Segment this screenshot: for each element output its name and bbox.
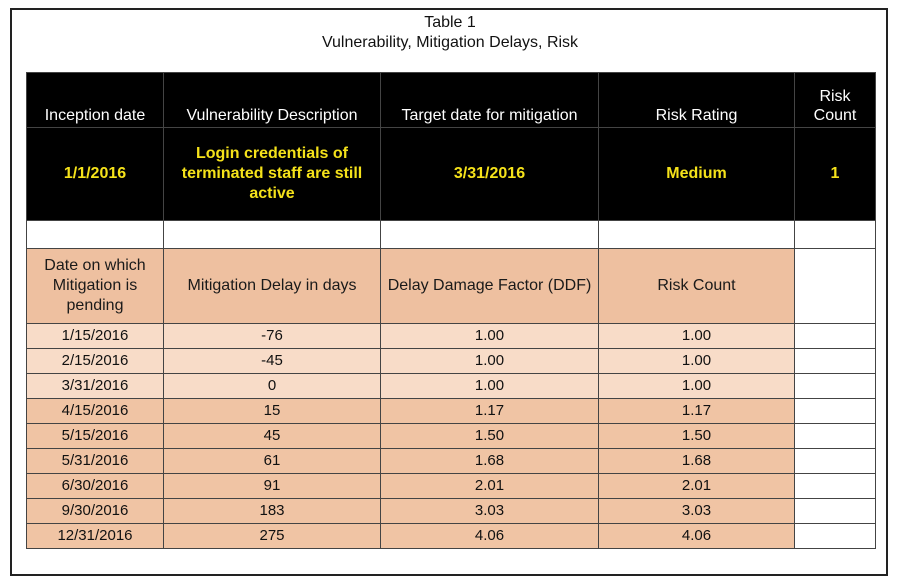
risk-count-cell: 1.68	[598, 448, 795, 474]
table-row: 5/31/2016 61 1.68 1.68	[26, 448, 876, 474]
table-row: 2/15/2016 -45 1.00 1.00	[26, 348, 876, 374]
table-row: 5/15/2016 45 1.50 1.50	[26, 423, 876, 449]
empty-cell	[794, 248, 876, 324]
risk-table: Inception date Vulnerability Description…	[26, 72, 876, 549]
ddf-cell: 1.00	[380, 323, 599, 349]
pending-date-cell: 5/15/2016	[26, 423, 164, 449]
table-row: 6/30/2016 91 2.01 2.01	[26, 473, 876, 499]
vulnerability-row: 1/1/2016 Login credentials of terminated…	[26, 127, 876, 221]
pending-date-cell: 6/30/2016	[26, 473, 164, 499]
risk-rating-value: Medium	[598, 127, 795, 221]
spacer-cell	[598, 220, 795, 249]
table-caption-number: Table 1	[424, 14, 476, 31]
spacer-cell	[794, 220, 876, 249]
vulnerability-description-value: Login credentials of terminated staff ar…	[163, 127, 381, 221]
table-frame	[10, 8, 888, 576]
pending-date-cell: 2/15/2016	[26, 348, 164, 374]
pending-date-cell: 1/15/2016	[26, 323, 164, 349]
risk-count-cell: 1.50	[598, 423, 795, 449]
header-inception-date: Inception date	[26, 72, 164, 128]
pending-date-cell: 3/31/2016	[26, 373, 164, 399]
empty-cell	[794, 323, 876, 349]
header-target-date: Target date for mitigation	[380, 72, 599, 128]
subheader-pending-date: Date on which Mitigation is pending	[26, 248, 164, 324]
header-vulnerability-description: Vulnerability Description	[163, 72, 381, 128]
pending-date-cell: 5/31/2016	[26, 448, 164, 474]
empty-cell	[794, 448, 876, 474]
mitigation-delay-cell: 183	[163, 498, 381, 524]
ddf-cell: 1.50	[380, 423, 599, 449]
risk-count-cell: 1.17	[598, 398, 795, 424]
ddf-cell: 1.00	[380, 373, 599, 399]
empty-cell	[794, 398, 876, 424]
ddf-cell: 4.06	[380, 523, 599, 549]
ddf-cell: 3.03	[380, 498, 599, 524]
mitigation-delay-cell: 15	[163, 398, 381, 424]
inception-date-value: 1/1/2016	[26, 127, 164, 221]
mitigation-delay-cell: -76	[163, 323, 381, 349]
empty-cell	[794, 423, 876, 449]
mitigation-delay-cell: 0	[163, 373, 381, 399]
risk-count-cell: 3.03	[598, 498, 795, 524]
header-risk-rating: Risk Rating	[598, 72, 795, 128]
subheader-ddf: Delay Damage Factor (DDF)	[380, 248, 599, 324]
risk-count-value: 1	[794, 127, 876, 221]
spacer-cell	[163, 220, 381, 249]
risk-count-cell: 2.01	[598, 473, 795, 499]
pending-date-cell: 4/15/2016	[26, 398, 164, 424]
ddf-cell: 1.68	[380, 448, 599, 474]
ddf-cell: 2.01	[380, 473, 599, 499]
table-row: 4/15/2016 15 1.17 1.17	[26, 398, 876, 424]
subheader-mitigation-delay: Mitigation Delay in days	[163, 248, 381, 324]
spacer-row	[26, 220, 876, 249]
spacer-cell	[26, 220, 164, 249]
ddf-cell: 1.00	[380, 348, 599, 374]
empty-cell	[794, 473, 876, 499]
risk-count-cell: 4.06	[598, 523, 795, 549]
table-row: 12/31/2016 275 4.06 4.06	[26, 523, 876, 549]
mitigation-delay-cell: 61	[163, 448, 381, 474]
risk-count-cell: 1.00	[598, 348, 795, 374]
target-date-value: 3/31/2016	[380, 127, 599, 221]
empty-cell	[794, 523, 876, 549]
pending-date-cell: 9/30/2016	[26, 498, 164, 524]
pending-date-cell: 12/31/2016	[26, 523, 164, 549]
mitigation-delay-cell: -45	[163, 348, 381, 374]
subheader-risk-count: Risk Count	[598, 248, 795, 324]
mitigation-delay-cell: 91	[163, 473, 381, 499]
table-row: 1/15/2016 -76 1.00 1.00	[26, 323, 876, 349]
subheader-row: Date on which Mitigation is pending Miti…	[26, 248, 876, 324]
header-row: Inception date Vulnerability Description…	[26, 72, 876, 128]
table-row: 3/31/2016 0 1.00 1.00	[26, 373, 876, 399]
risk-count-cell: 1.00	[598, 323, 795, 349]
empty-cell	[794, 373, 876, 399]
ddf-cell: 1.17	[380, 398, 599, 424]
mitigation-delay-cell: 275	[163, 523, 381, 549]
mitigation-delay-cell: 45	[163, 423, 381, 449]
table-row: 9/30/2016 183 3.03 3.03	[26, 498, 876, 524]
header-risk-count: Risk Count	[794, 72, 876, 128]
empty-cell	[794, 348, 876, 374]
risk-count-cell: 1.00	[598, 373, 795, 399]
spacer-cell	[380, 220, 599, 249]
table-caption-title: Vulnerability, Mitigation Delays, Risk	[321, 34, 579, 51]
empty-cell	[794, 498, 876, 524]
data-rows: 1/15/2016 -76 1.00 1.00 2/15/2016 -45 1.00 1.00…	[26, 323, 876, 549]
